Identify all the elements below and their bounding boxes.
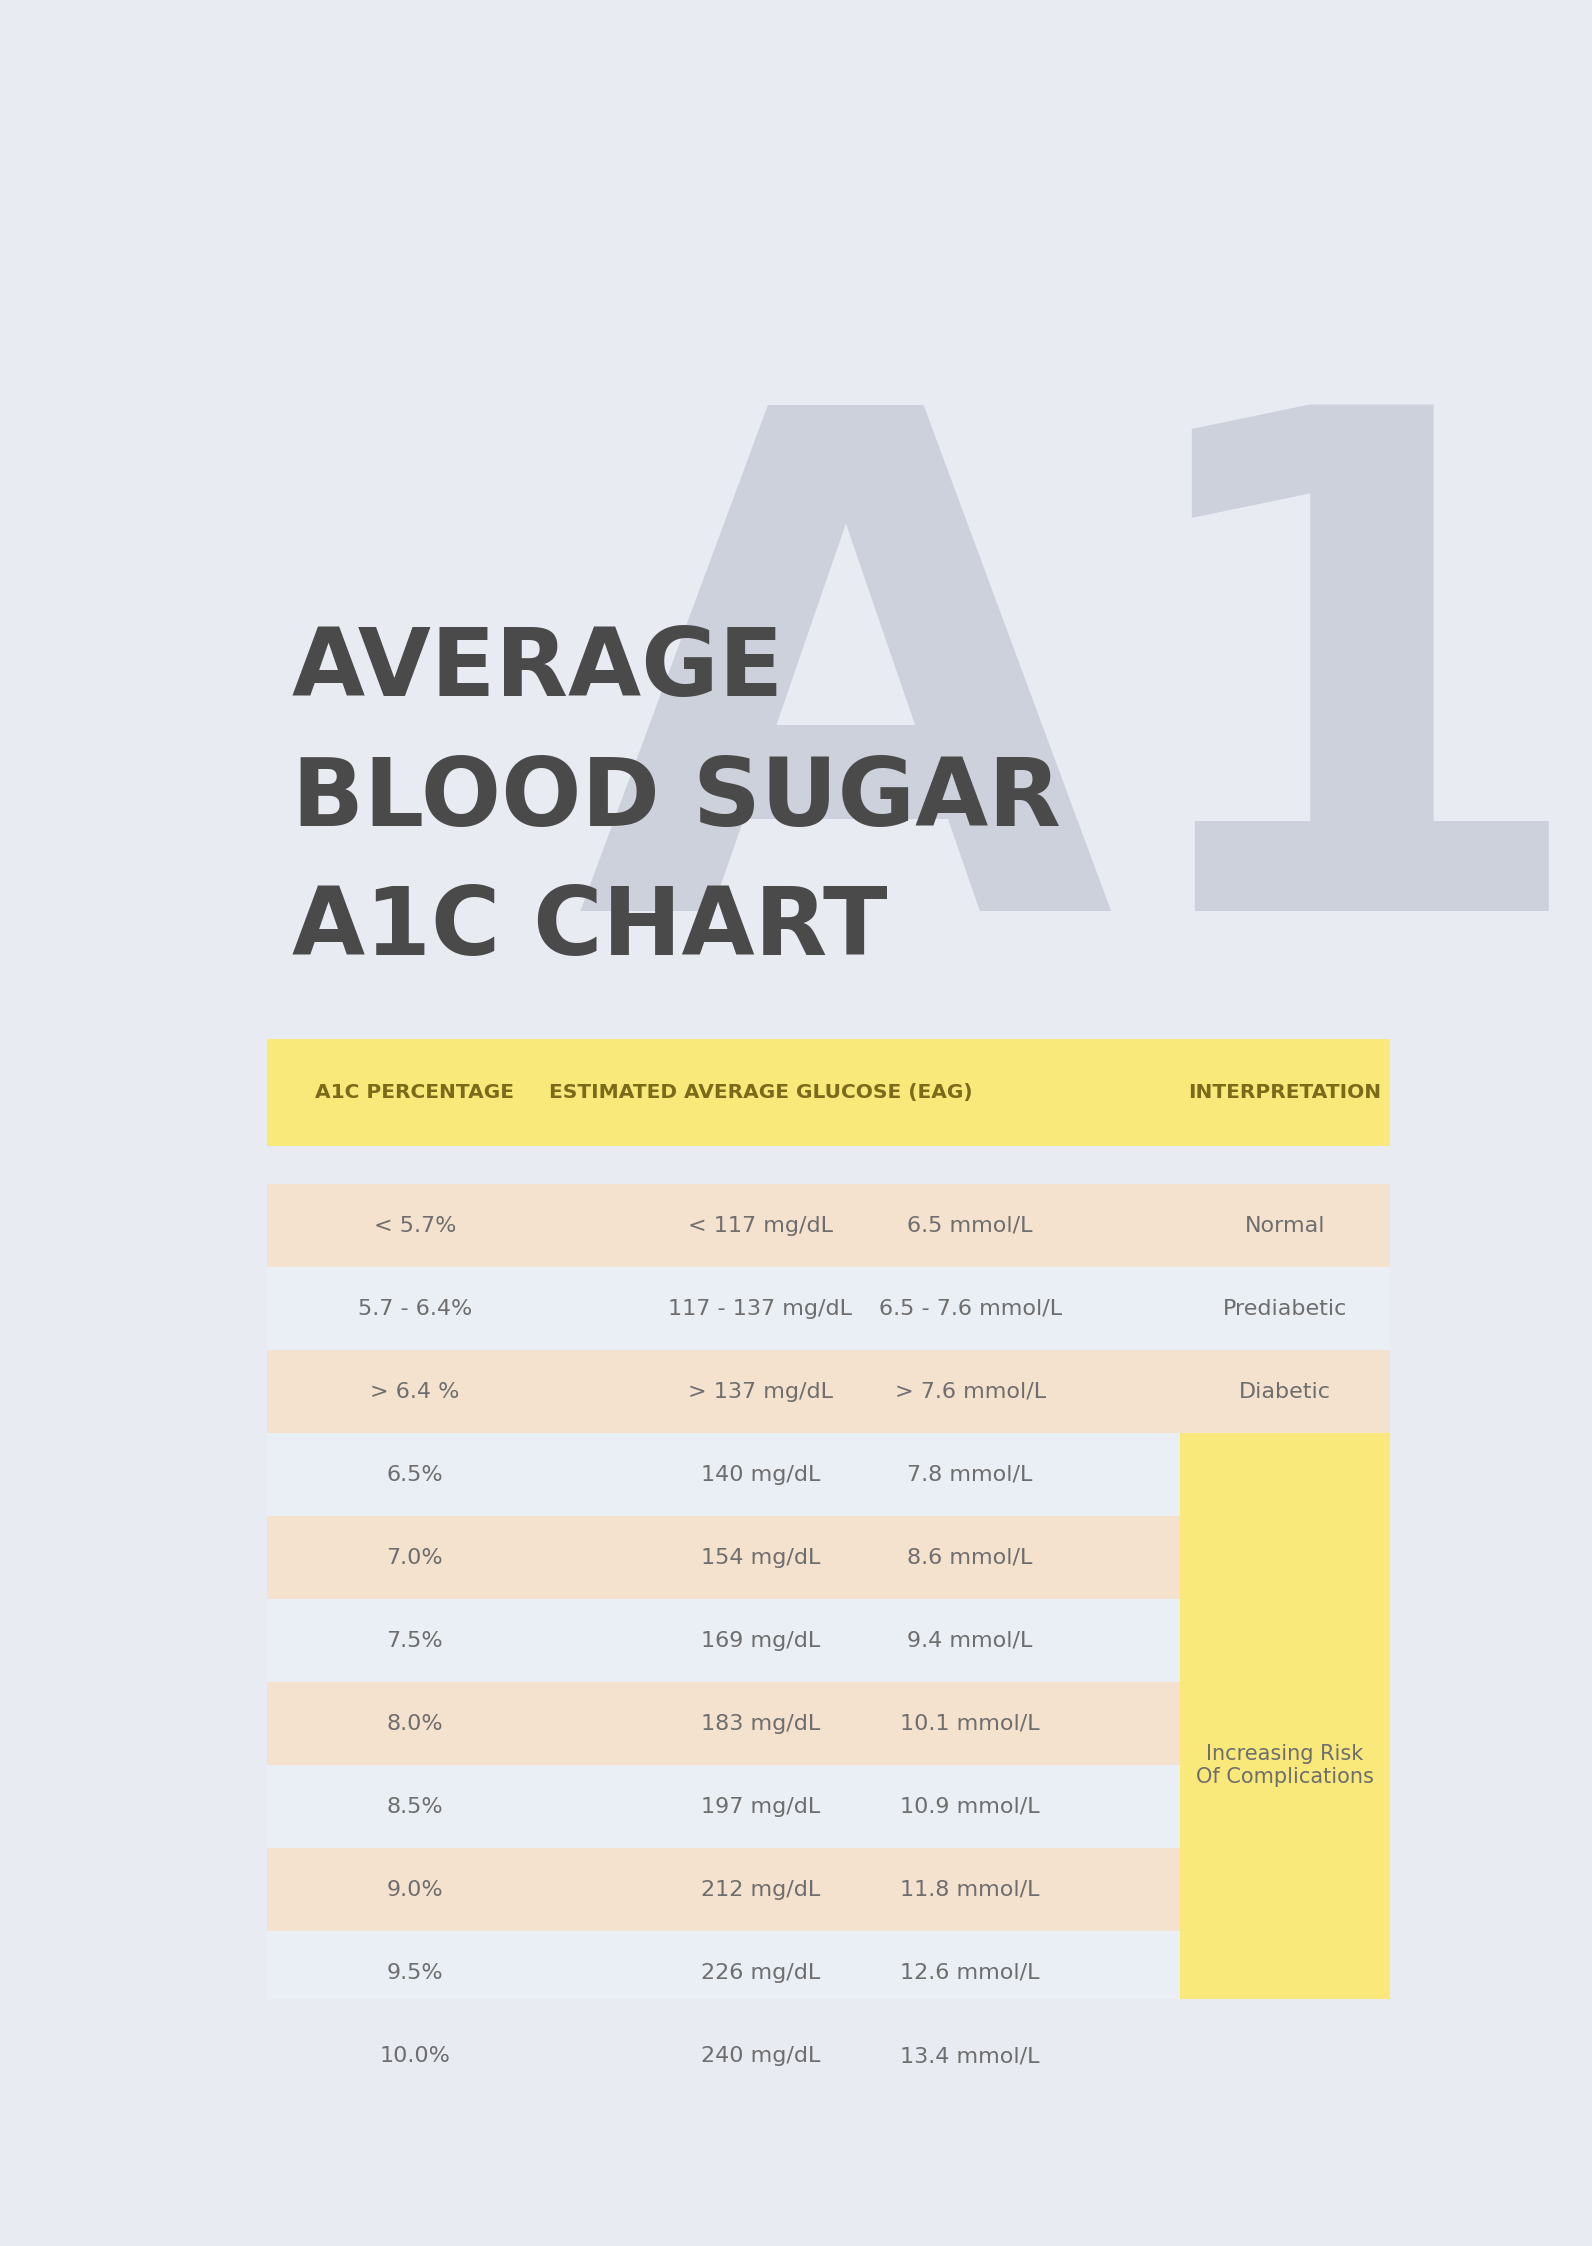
Text: > 7.6 mmol/L: > 7.6 mmol/L xyxy=(895,1381,1046,1402)
Bar xyxy=(267,1184,1390,1267)
Text: ESTIMATED AVERAGE GLUCOSE (EAG): ESTIMATED AVERAGE GLUCOSE (EAG) xyxy=(549,1083,973,1103)
Text: A1C CHART: A1C CHART xyxy=(291,883,887,975)
Text: 11.8 mmol/L: 11.8 mmol/L xyxy=(901,1880,1040,1900)
Text: 8.0%: 8.0% xyxy=(387,1714,443,1734)
Text: A1C PERCENTAGE: A1C PERCENTAGE xyxy=(315,1083,514,1103)
Text: 13.4 mmol/L: 13.4 mmol/L xyxy=(901,2046,1040,2066)
Text: < 5.7%: < 5.7% xyxy=(374,1215,455,1235)
Text: 226 mg/dL: 226 mg/dL xyxy=(700,1963,820,1983)
Text: 10.1 mmol/L: 10.1 mmol/L xyxy=(901,1714,1040,1734)
Text: 10.9 mmol/L: 10.9 mmol/L xyxy=(901,1797,1040,1817)
Bar xyxy=(267,1932,1390,2015)
Text: INTERPRETATION: INTERPRETATION xyxy=(1188,1083,1382,1103)
Text: 5.7 - 6.4%: 5.7 - 6.4% xyxy=(358,1298,473,1318)
Text: 9.5%: 9.5% xyxy=(387,1963,443,1983)
Text: AVERAGE: AVERAGE xyxy=(291,624,783,716)
Text: Increasing Risk
Of Complications: Increasing Risk Of Complications xyxy=(1196,1743,1374,1788)
Text: 240 mg/dL: 240 mg/dL xyxy=(700,2046,820,2066)
Text: 169 mg/dL: 169 mg/dL xyxy=(700,1631,820,1651)
Bar xyxy=(267,2015,1390,2098)
Text: 6.5%: 6.5% xyxy=(387,1464,443,1485)
Text: 10.0%: 10.0% xyxy=(379,2046,451,2066)
Text: 6.5 - 7.6 mmol/L: 6.5 - 7.6 mmol/L xyxy=(879,1298,1062,1318)
Text: 8.5%: 8.5% xyxy=(387,1797,443,1817)
Bar xyxy=(267,1682,1390,1765)
Text: Prediabetic: Prediabetic xyxy=(1223,1298,1347,1318)
Text: 154 mg/dL: 154 mg/dL xyxy=(700,1547,820,1568)
Text: 117 - 137 mg/dL: 117 - 137 mg/dL xyxy=(669,1298,852,1318)
Text: 6.5 mmol/L: 6.5 mmol/L xyxy=(907,1215,1033,1235)
Text: 7.8 mmol/L: 7.8 mmol/L xyxy=(907,1464,1033,1485)
Text: 12.6 mmol/L: 12.6 mmol/L xyxy=(901,1963,1040,1983)
Bar xyxy=(267,1765,1390,1848)
Bar xyxy=(267,1599,1390,1682)
Bar xyxy=(267,1433,1390,1516)
Text: > 137 mg/dL: > 137 mg/dL xyxy=(688,1381,833,1402)
Bar xyxy=(267,1516,1390,1599)
Text: 197 mg/dL: 197 mg/dL xyxy=(700,1797,820,1817)
Text: 7.5%: 7.5% xyxy=(387,1631,443,1651)
Bar xyxy=(1180,1433,1390,2098)
Text: BLOOD SUGAR: BLOOD SUGAR xyxy=(291,755,1060,847)
Bar xyxy=(267,1350,1390,1433)
Text: 7.0%: 7.0% xyxy=(387,1547,443,1568)
Text: 9.0%: 9.0% xyxy=(387,1880,443,1900)
Bar xyxy=(267,1267,1390,1350)
Bar xyxy=(267,1848,1390,1932)
Text: 9.4 mmol/L: 9.4 mmol/L xyxy=(907,1631,1033,1651)
Text: 183 mg/dL: 183 mg/dL xyxy=(700,1714,820,1734)
Text: A1: A1 xyxy=(576,384,1592,1056)
Bar xyxy=(267,1040,1390,1145)
Text: 212 mg/dL: 212 mg/dL xyxy=(700,1880,820,1900)
Text: 140 mg/dL: 140 mg/dL xyxy=(700,1464,820,1485)
Text: < 117 mg/dL: < 117 mg/dL xyxy=(688,1215,833,1235)
Text: Normal: Normal xyxy=(1245,1215,1325,1235)
Text: Diabetic: Diabetic xyxy=(1239,1381,1331,1402)
Text: 8.6 mmol/L: 8.6 mmol/L xyxy=(907,1547,1033,1568)
Text: > 6.4 %: > 6.4 % xyxy=(371,1381,460,1402)
